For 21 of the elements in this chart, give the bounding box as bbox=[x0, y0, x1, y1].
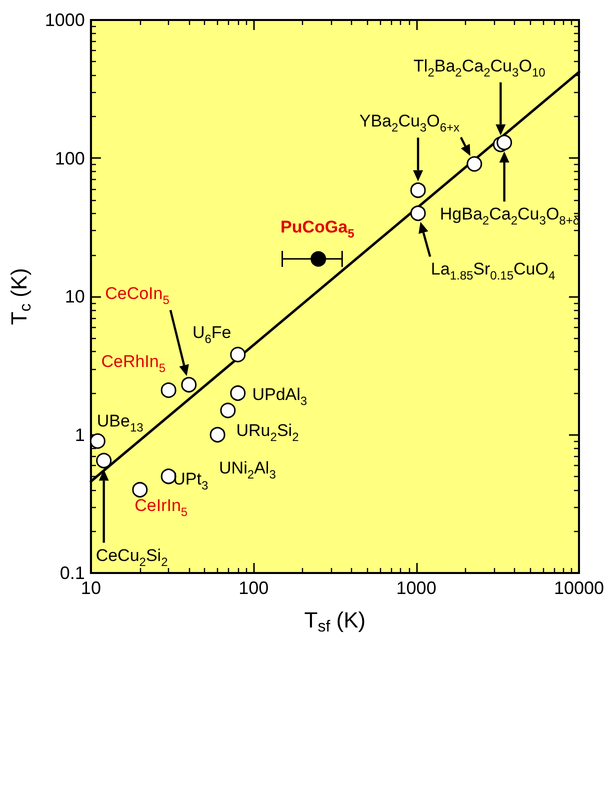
annotation: CeRhIn$_{5}$ bbox=[101, 352, 166, 375]
y-tick-label: 1 bbox=[74, 424, 85, 445]
annotation: YBa$_{2}$Cu$_{3}$O$_{6+x}$ bbox=[359, 112, 460, 135]
x-tick-label: 1000 bbox=[396, 578, 436, 598]
x-tick-label: 100 bbox=[238, 578, 269, 598]
annotation: CeCoIn$_{5}$ bbox=[105, 284, 170, 308]
annotation: CeCu$_{2}$Si$_{2}$ bbox=[96, 546, 168, 569]
annotation: CeIrIn$_{5}$ bbox=[134, 496, 188, 519]
annotation: U$_{6}$Fe bbox=[192, 322, 232, 346]
y-tick-label: 1000 bbox=[44, 10, 85, 30]
y-axis-title: Tc (K) bbox=[6, 268, 34, 325]
y-tick-label: 10 bbox=[64, 286, 85, 306]
annotation: UPdAl$_{3}$ bbox=[252, 385, 308, 408]
annotation: UNi$_{2}$Al$_{3}$ bbox=[219, 458, 276, 482]
x-tick-label: 10000 bbox=[554, 578, 604, 598]
text: Tl$_{2}$Ba$_{2}$Ca$_{2}$Cu$_{3}$O$_{10}$ bbox=[414, 56, 546, 80]
annotation: URu$_{2}$Si$_{2}$ bbox=[236, 420, 300, 444]
annotation: UBe$_{13}$ bbox=[96, 411, 144, 434]
y-tick-label: 100 bbox=[54, 148, 85, 168]
annotation: PuCoGa$_{5}$ bbox=[280, 217, 355, 240]
annotation: La$_{1.85}$Sr$_{0.15}$CuO$_{4}$ bbox=[430, 260, 556, 283]
